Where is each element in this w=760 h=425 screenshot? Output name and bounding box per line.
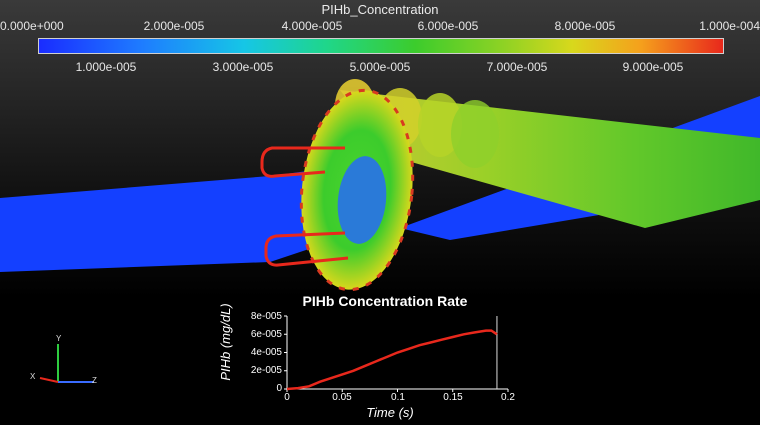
blue-pipe — [0, 166, 345, 272]
y-tick-label: 8e-005 — [250, 311, 282, 322]
colorbar-tick-label: 1.000e-005 — [75, 60, 137, 74]
chart-title: PIHb Concentration Rate — [302, 293, 468, 309]
colorbar-tick-label: 2.000e-005 — [143, 19, 205, 33]
y-tick-label: 0 — [276, 383, 282, 394]
x-tick-label: 0.1 — [391, 392, 405, 403]
pipe-section-4 — [451, 100, 499, 168]
pipe-section-3 — [418, 93, 462, 157]
colorbar-tick-label: 8.000e-005 — [554, 19, 616, 33]
y-tick-label: 6e-005 — [250, 329, 282, 340]
red-handle-bottom — [264, 231, 349, 267]
x-tick-label: 0 — [284, 392, 290, 403]
colorbar-tick-label: 3.000e-005 — [212, 60, 274, 74]
axis-label-x: X — [30, 372, 36, 381]
colorbar-title: PIHb_Concentration — [321, 2, 439, 17]
x-tick-label: 0.05 — [332, 392, 352, 403]
concentration-series-line — [286, 329, 498, 391]
x-axis-label: Time (s) — [366, 405, 414, 420]
axis-triad — [39, 344, 94, 383]
axis-label-y: Y — [56, 334, 62, 343]
colorbar-tick-label: 0.000e+000 — [0, 19, 64, 33]
flange-edge — [299, 88, 415, 292]
colorbar — [38, 38, 724, 54]
x-tick-label: 0.15 — [443, 392, 463, 403]
colorbar-tick-label: 1.000e-004 — [699, 19, 760, 33]
colorbar-tick-label: 4.000e-005 — [281, 19, 343, 33]
x-tick-label: 0.2 — [501, 392, 515, 403]
colorbar-tick-label: 5.000e-005 — [349, 60, 411, 74]
colorbar-tick-label: 6.000e-005 — [417, 19, 479, 33]
x-axis-arrow — [39, 377, 59, 383]
y-tick-label: 2e-005 — [250, 365, 282, 376]
axis-label-z: Z — [92, 376, 97, 385]
flange-hole — [337, 156, 387, 244]
y-tick-label: 4e-005 — [250, 347, 282, 358]
red-handle-top — [260, 146, 345, 178]
colorbar-tick-label: 9.000e-005 — [622, 60, 684, 74]
colorbar-tick-label: 7.000e-005 — [486, 60, 548, 74]
